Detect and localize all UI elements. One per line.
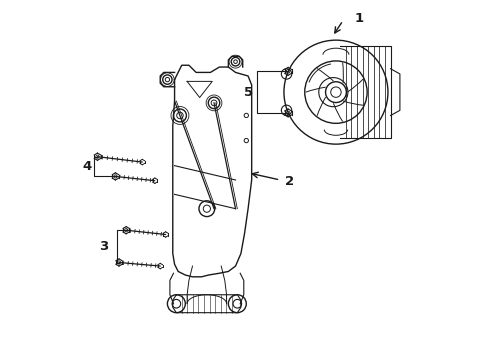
Text: 1: 1 (354, 12, 363, 25)
Text: 5: 5 (243, 86, 252, 99)
Text: 2: 2 (284, 175, 293, 188)
Text: 3: 3 (99, 240, 108, 253)
Text: 4: 4 (82, 160, 91, 173)
